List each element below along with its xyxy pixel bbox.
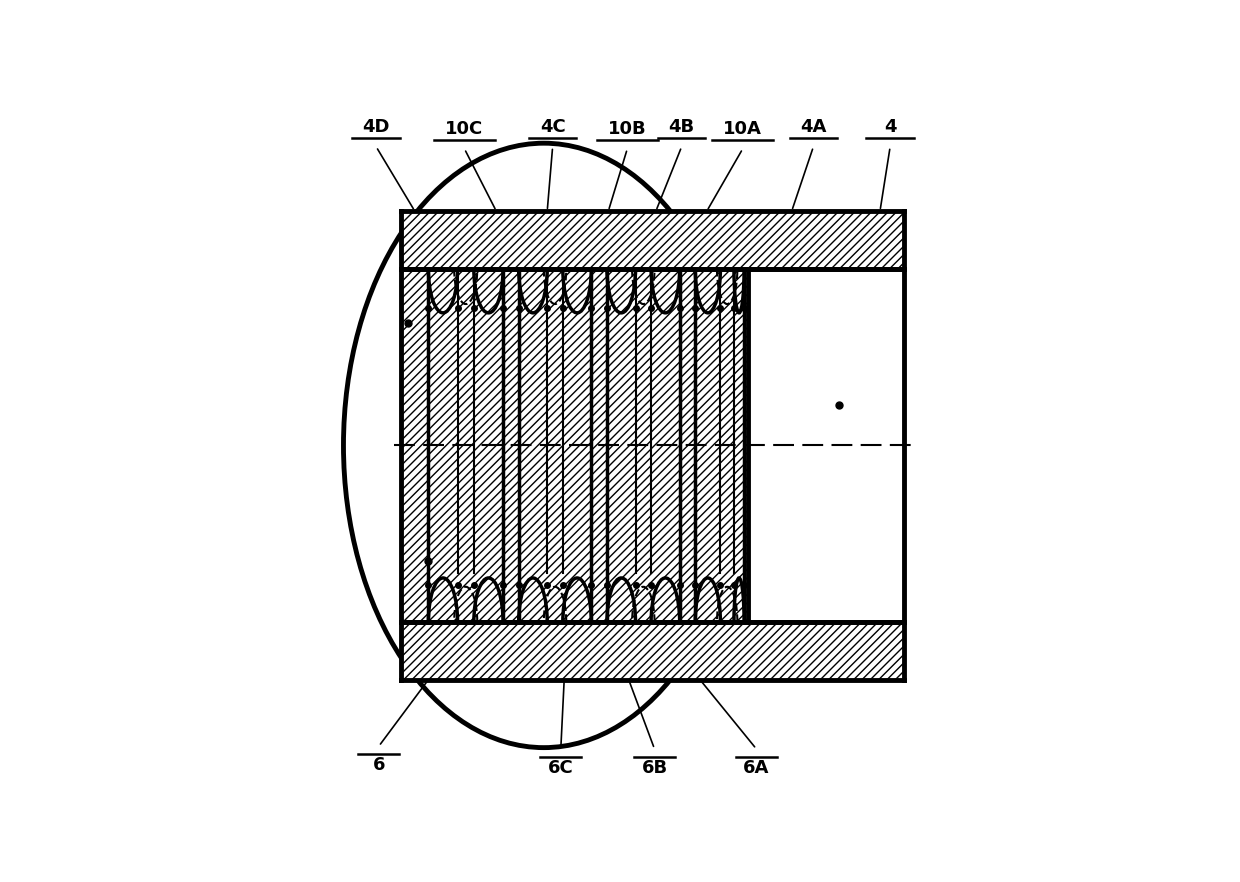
Text: 4C: 4C bbox=[539, 118, 565, 137]
Bar bbox=[606, 269, 680, 622]
Bar bbox=[518, 269, 591, 622]
Bar bbox=[402, 622, 904, 680]
Bar bbox=[428, 269, 503, 622]
Text: 6C: 6C bbox=[548, 759, 574, 777]
Text: 4B: 4B bbox=[668, 118, 694, 137]
Bar bbox=[696, 269, 744, 622]
Text: 6: 6 bbox=[372, 757, 386, 774]
Text: 6B: 6B bbox=[641, 759, 667, 777]
Bar bbox=[402, 269, 748, 622]
Ellipse shape bbox=[343, 143, 744, 748]
Bar bbox=[696, 269, 744, 622]
Text: 10B: 10B bbox=[608, 121, 647, 138]
Bar bbox=[402, 269, 748, 622]
Bar bbox=[428, 269, 503, 622]
Text: 4A: 4A bbox=[800, 118, 827, 137]
Text: 10A: 10A bbox=[723, 121, 763, 138]
Text: 4D: 4D bbox=[362, 118, 389, 137]
Text: 10C: 10C bbox=[445, 121, 484, 138]
Text: 6A: 6A bbox=[743, 759, 770, 777]
Bar bbox=[402, 622, 904, 680]
Bar bbox=[402, 211, 904, 269]
Bar bbox=[518, 269, 591, 622]
Bar bbox=[748, 269, 904, 622]
Bar bbox=[402, 211, 904, 269]
Text: 4: 4 bbox=[884, 118, 897, 137]
Bar bbox=[606, 269, 680, 622]
